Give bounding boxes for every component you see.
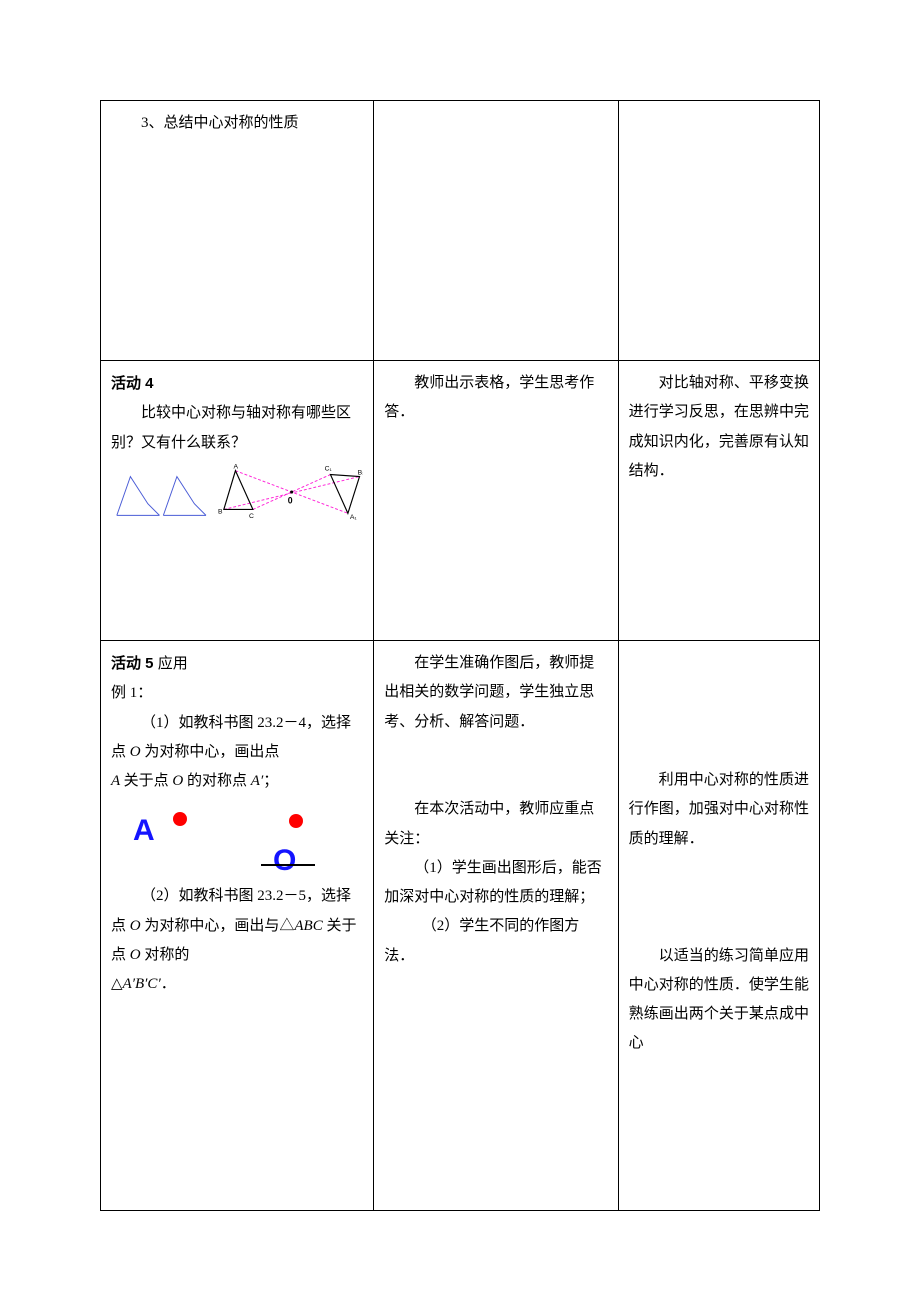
text-line: 在学生准确作图后，教师提出相关的数学问题，学生独立思考、分析、解答问题． xyxy=(384,649,607,737)
var-o: O xyxy=(130,744,145,760)
table-row: 活动 5 应用 例 1： （1）如教科书图 23.2－4，选择点 O 为对称中心… xyxy=(101,641,820,1211)
var-abc: ABC xyxy=(294,918,326,934)
text-line: （2）如教科书图 23.2－5，选择点 O 为对称中心，画出与△ABC 关于点 … xyxy=(111,882,363,970)
heading-tail: 应用 xyxy=(158,656,188,672)
var-o: O xyxy=(130,947,145,963)
t: 为对称中心，画出与△ xyxy=(144,918,294,934)
svg-text:A₁: A₁ xyxy=(350,514,358,521)
spacer xyxy=(629,708,809,737)
lesson-table: 3、总结中心对称的性质 活动 4 比较中心对称与轴对称有哪些区别？又有什么联系？ xyxy=(100,100,820,1211)
cell-r3c3: 利用中心对称的性质进行作图，加强对中心对称性质的理解． 以适当的练习简单应用中心… xyxy=(618,641,819,1211)
activity-heading: 活动 5 xyxy=(111,655,158,672)
t: △ xyxy=(111,976,123,992)
svg-text:0: 0 xyxy=(288,495,293,505)
cell-r2c3: 对比轴对称、平移变换进行学习反思，在思辨中完成知识内化，完善原有认知结构． xyxy=(618,361,819,641)
activity-heading: 活动 4 xyxy=(111,375,154,392)
table-row: 3、总结中心对称的性质 xyxy=(101,101,820,361)
text-line: （1）学生画出图形后，能否加深对中心对称的性质的理解； xyxy=(384,854,607,913)
spacer xyxy=(629,649,809,678)
cell-r3c1: 活动 5 应用 例 1： （1）如教科书图 23.2－4，选择点 O 为对称中心… xyxy=(101,641,374,1211)
text-line: A 关于点 O 的对称点 A′； xyxy=(111,767,363,796)
underline xyxy=(261,864,315,866)
var-o: O xyxy=(172,773,187,789)
var-aprime: A′ xyxy=(251,773,263,789)
var-o: O xyxy=(130,918,145,934)
cell-r2c1: 活动 4 比较中心对称与轴对称有哪些区别？又有什么联系？ xyxy=(101,361,374,641)
label-a: A xyxy=(133,802,155,861)
spacer xyxy=(384,766,607,795)
t: 关于点 xyxy=(124,773,173,789)
point-center-diagram: A O xyxy=(111,802,363,876)
table-row: 活动 4 比较中心对称与轴对称有哪些区别？又有什么联系？ xyxy=(101,361,820,641)
spacer xyxy=(629,883,809,912)
text-line: 在本次活动中，教师应重点关注： xyxy=(384,795,607,854)
cell-r1c2 xyxy=(374,101,618,361)
text-line: 教师出示表格，学生思考作答． xyxy=(384,369,607,428)
diagram-row: 0 A B C A₁ B₁ C₁ xyxy=(111,462,363,522)
point-o-dot xyxy=(289,814,303,828)
example-label: 例 1： xyxy=(111,679,363,708)
spacer xyxy=(629,854,809,883)
cell-r1c3 xyxy=(618,101,819,361)
t: ． xyxy=(161,976,176,992)
text-line: 3、总结中心对称的性质 xyxy=(111,109,363,138)
t: 对称的 xyxy=(144,947,189,963)
t: ； xyxy=(263,773,278,789)
cell-r1c1: 3、总结中心对称的性质 xyxy=(101,101,374,361)
t: 的对称点 xyxy=(187,773,251,789)
svg-text:A: A xyxy=(233,463,238,470)
cell-r3c2: 在学生准确作图后，教师提出相关的数学问题，学生独立思考、分析、解答问题． 在本次… xyxy=(374,641,618,1211)
var-abc-prime: A′B′C′ xyxy=(123,976,161,992)
label-o: O xyxy=(273,832,296,891)
spacer xyxy=(629,678,809,707)
svg-text:B₁: B₁ xyxy=(357,469,363,476)
spacer xyxy=(629,912,809,941)
text-line: （2）学生不同的作图方法． xyxy=(384,912,607,971)
axis-symmetry-diagram xyxy=(111,470,212,522)
text-line: （1）如教科书图 23.2－4，选择点 O 为对称中心，画出点 xyxy=(111,709,363,768)
text-line: 对比轴对称、平移变换进行学习反思，在思辨中完成知识内化，完善原有认知结构． xyxy=(629,369,809,486)
spacer xyxy=(629,737,809,766)
text-line: 比较中心对称与轴对称有哪些区别？又有什么联系？ xyxy=(111,399,363,458)
center-symmetry-diagram: 0 A B C A₁ B₁ C₁ xyxy=(218,462,363,522)
svg-text:B: B xyxy=(218,508,223,515)
page: 3、总结中心对称的性质 活动 4 比较中心对称与轴对称有哪些区别？又有什么联系？ xyxy=(100,100,820,1211)
svg-text:C₁: C₁ xyxy=(324,465,332,472)
text-line: △A′B′C′． xyxy=(111,970,363,999)
text-line: 以适当的练习简单应用中心对称的性质．使学生能熟练画出两个关于某点成中心 xyxy=(629,942,809,1059)
text-line: 利用中心对称的性质进行作图，加强对中心对称性质的理解． xyxy=(629,766,809,854)
point-a-dot xyxy=(173,812,187,826)
t: 为对称中心，画出点 xyxy=(144,744,279,760)
var-a: A xyxy=(111,773,124,789)
cell-r2c2: 教师出示表格，学生思考作答． xyxy=(374,361,618,641)
svg-text:C: C xyxy=(249,513,254,520)
spacer xyxy=(384,737,607,766)
